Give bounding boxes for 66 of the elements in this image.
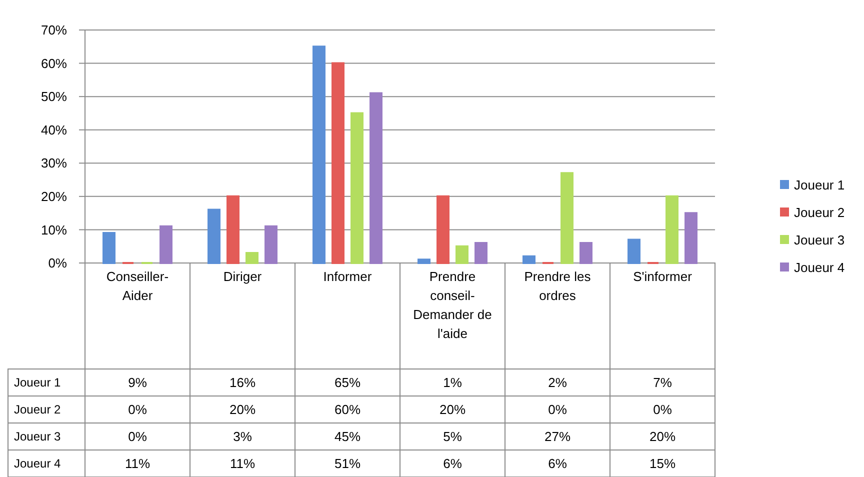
legend-label: Joueur 2	[794, 205, 845, 220]
bar	[628, 238, 640, 264]
data-label: 65%	[334, 375, 361, 390]
bar	[418, 258, 430, 264]
bar	[370, 92, 382, 264]
y-tick-label: 0%	[48, 256, 68, 271]
data-label: 7%	[653, 375, 672, 390]
text: Joueur 3	[14, 430, 61, 444]
y-tick-label: 30%	[40, 156, 68, 171]
y-tick-label: 10%	[40, 222, 68, 238]
bar	[264, 225, 278, 264]
data-label: 11%	[124, 456, 150, 472]
legend-label: Joueur 3	[794, 232, 845, 248]
bar	[208, 208, 220, 264]
data-label: 2%	[548, 375, 568, 390]
bar	[474, 242, 488, 264]
bar	[580, 242, 592, 264]
data-label: 16%	[229, 375, 256, 390]
bar	[102, 232, 116, 264]
bar	[332, 62, 344, 264]
legend-label: Joueur 4	[794, 260, 845, 276]
data-label: 3%	[233, 429, 252, 444]
data-label: 51%	[334, 456, 361, 472]
data-label: 0%	[128, 429, 148, 444]
data-label: 11%	[230, 456, 256, 472]
bar	[350, 112, 364, 264]
x-tick-label: Prendre les ordres	[524, 269, 592, 303]
data-label: 1%	[443, 375, 462, 390]
data-label: 27%	[544, 429, 571, 444]
bar	[456, 245, 468, 264]
data-label: 20%	[439, 402, 466, 418]
bar	[522, 255, 536, 264]
data-label: 9%	[128, 375, 148, 390]
y-tick-label: 70%	[40, 22, 68, 38]
bar	[312, 46, 326, 264]
x-tick-label: Diriger	[223, 269, 262, 284]
data-label: 5%	[443, 429, 462, 444]
x-tick-label: Informer	[323, 269, 372, 284]
data-label: 15%	[649, 456, 676, 472]
data-label: 0%	[548, 402, 568, 418]
bar	[666, 195, 678, 264]
legend-label: Joueur 1	[794, 178, 845, 193]
data-label: 6%	[548, 456, 568, 472]
data-label: 45%	[334, 429, 361, 444]
data-label: 0%	[653, 402, 672, 418]
text: Joueur 1	[14, 376, 61, 390]
bar	[684, 212, 698, 264]
data-label: 6%	[443, 456, 462, 472]
y-tick-label: 20%	[40, 188, 68, 204]
y-tick-label: 60%	[40, 56, 68, 71]
text: Joueur 2	[14, 402, 61, 417]
x-tick-label: S'informer	[633, 269, 693, 284]
text: Joueur 4	[14, 456, 61, 471]
y-tick-label: 40%	[40, 122, 68, 138]
data-label: 60%	[334, 402, 361, 418]
bar	[246, 252, 258, 264]
data-label: 0%	[128, 402, 148, 418]
bar	[226, 195, 240, 264]
data-label: 20%	[229, 402, 256, 418]
bar	[436, 195, 450, 264]
y-tick-label: 50%	[40, 89, 68, 104]
bar	[560, 172, 574, 264]
x-tick-label: Prendre conseil-Demander de l'aide	[413, 269, 492, 341]
data-label: 20%	[649, 429, 676, 444]
x-tick-label: Conseiller-Aider	[106, 269, 169, 303]
bar	[160, 225, 172, 264]
